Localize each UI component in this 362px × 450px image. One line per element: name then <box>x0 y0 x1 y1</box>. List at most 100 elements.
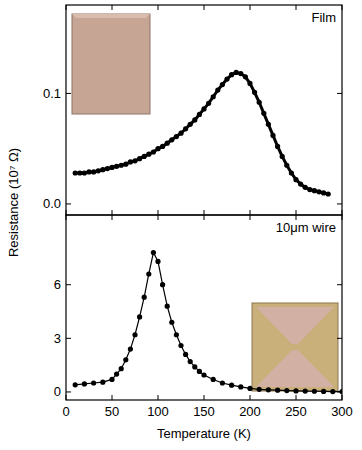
data-point <box>114 164 119 169</box>
data-point <box>257 100 262 105</box>
x-tick <box>158 395 159 400</box>
data-point <box>77 170 82 175</box>
data-point <box>174 134 179 139</box>
data-point <box>211 377 216 382</box>
x-tick <box>250 5 251 10</box>
x-tick-label: 200 <box>239 404 261 419</box>
x-tick-label: 250 <box>285 404 307 419</box>
data-point <box>339 389 342 394</box>
x-tick <box>250 395 251 400</box>
data-point <box>211 94 216 99</box>
y-tick <box>66 391 71 392</box>
x-tick-label: 300 <box>331 404 353 419</box>
panel-title: 10μm wire <box>276 220 336 235</box>
data-point <box>303 185 308 190</box>
x-tick <box>204 210 205 215</box>
data-point <box>165 304 170 309</box>
data-point <box>91 169 96 174</box>
inset-pad <box>256 307 334 344</box>
data-point <box>128 159 133 164</box>
data-point <box>192 364 197 369</box>
data-point <box>137 314 142 319</box>
x-tick <box>342 5 343 10</box>
y-tick <box>337 338 342 339</box>
inset-photo <box>72 14 150 114</box>
x-tick <box>342 395 343 400</box>
data-point <box>284 388 289 393</box>
x-tick <box>112 215 113 220</box>
series-line <box>75 72 328 194</box>
x-tick <box>112 395 113 400</box>
data-point <box>132 332 137 337</box>
y-tick-label: 0.1 <box>43 86 61 101</box>
data-point <box>261 111 266 116</box>
data-point <box>275 388 280 393</box>
x-tick <box>296 395 297 400</box>
plot-area <box>73 70 331 197</box>
data-point <box>289 170 294 175</box>
data-point <box>197 369 202 374</box>
x-tick <box>296 5 297 10</box>
data-point <box>96 168 101 173</box>
data-point <box>128 346 133 351</box>
data-point <box>100 167 105 172</box>
data-point <box>192 117 197 122</box>
data-point <box>238 384 243 389</box>
data-point <box>243 74 248 79</box>
data-point <box>201 106 206 111</box>
data-point <box>293 177 298 182</box>
data-point <box>100 380 105 385</box>
data-point <box>266 387 271 392</box>
x-tick <box>158 215 159 220</box>
data-point <box>224 76 229 81</box>
data-point <box>183 352 188 357</box>
y-tick-label: 3 <box>54 331 61 346</box>
data-point <box>330 389 335 394</box>
data-point <box>146 271 151 276</box>
x-axis-title: Temperature (K) <box>157 426 251 441</box>
x-tick <box>250 215 251 220</box>
x-tick <box>66 5 67 10</box>
data-point <box>201 372 206 377</box>
data-point <box>284 163 289 168</box>
x-tick-label: 50 <box>105 404 119 419</box>
data-point <box>165 141 170 146</box>
data-point <box>247 386 252 391</box>
data-point <box>234 70 239 75</box>
x-tick <box>66 210 67 215</box>
data-point <box>270 133 275 138</box>
data-point <box>109 377 114 382</box>
x-tick <box>296 210 297 215</box>
data-point <box>160 282 165 287</box>
data-point <box>280 154 285 159</box>
data-point <box>197 112 202 117</box>
data-point <box>123 357 128 362</box>
data-point <box>119 366 124 371</box>
data-point <box>142 295 147 300</box>
data-point <box>252 90 257 95</box>
y-tick <box>66 93 71 94</box>
data-point <box>142 154 147 159</box>
x-tick <box>158 210 159 215</box>
x-tick <box>158 5 159 10</box>
y-tick-label: 0.0 <box>43 196 61 211</box>
data-point <box>275 144 280 149</box>
data-point <box>119 163 124 168</box>
plot-area <box>73 250 342 394</box>
data-point <box>206 101 211 106</box>
data-point <box>303 388 308 393</box>
x-tick <box>204 395 205 400</box>
data-point <box>229 72 234 77</box>
data-point <box>188 122 193 127</box>
data-point <box>137 156 142 161</box>
data-point <box>155 259 160 264</box>
x-tick <box>112 210 113 215</box>
plot-frame <box>66 5 342 215</box>
data-point <box>183 126 188 131</box>
data-point <box>146 152 151 157</box>
data-point <box>169 320 174 325</box>
chart: 0.00.1FilmResistance (10⁷ Ω)050100150200… <box>0 0 362 450</box>
data-point <box>312 188 317 193</box>
data-point <box>321 190 326 195</box>
x-tick <box>112 5 113 10</box>
